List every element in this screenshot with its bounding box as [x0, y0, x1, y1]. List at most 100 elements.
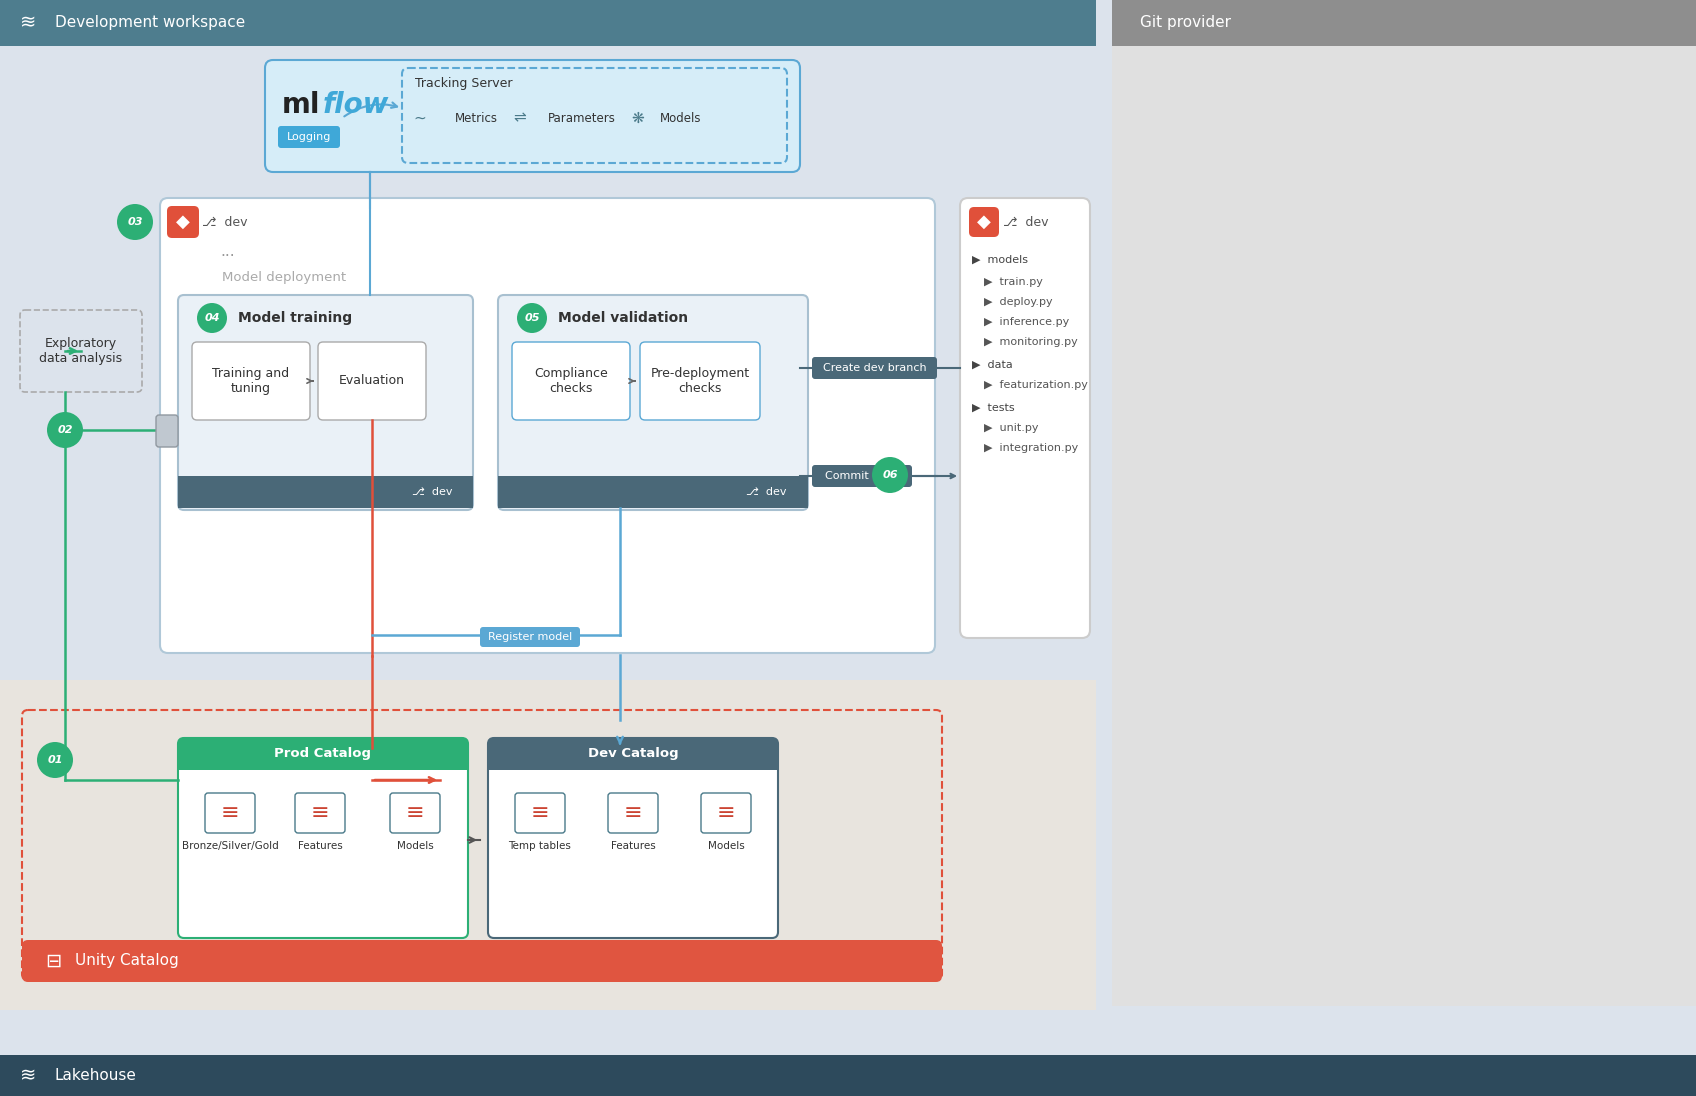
FancyBboxPatch shape: [488, 754, 778, 770]
Text: ▶  integration.py: ▶ integration.py: [984, 443, 1079, 453]
Text: Lakehouse: Lakehouse: [54, 1069, 137, 1084]
Text: Dev Catalog: Dev Catalog: [589, 747, 678, 761]
Text: Tracking Server: Tracking Server: [416, 77, 512, 90]
FancyBboxPatch shape: [180, 208, 924, 228]
Text: flow: flow: [322, 91, 390, 119]
Text: ▶  data: ▶ data: [972, 359, 1013, 370]
Text: Create dev branch: Create dev branch: [823, 363, 926, 373]
Circle shape: [197, 302, 227, 333]
Text: Features: Features: [611, 841, 655, 850]
FancyBboxPatch shape: [178, 738, 468, 770]
FancyBboxPatch shape: [812, 357, 936, 379]
FancyBboxPatch shape: [0, 1055, 1696, 1096]
Text: 05: 05: [524, 313, 539, 323]
Text: Temp tables: Temp tables: [509, 841, 572, 850]
Text: Git provider: Git provider: [1140, 15, 1231, 31]
FancyBboxPatch shape: [499, 295, 807, 510]
FancyBboxPatch shape: [178, 738, 468, 938]
Text: ⎇  dev: ⎇ dev: [202, 216, 248, 228]
Text: ≡: ≡: [405, 803, 424, 823]
Text: Exploratory
data analysis: Exploratory data analysis: [39, 336, 122, 365]
Text: Model validation: Model validation: [558, 311, 689, 326]
FancyBboxPatch shape: [156, 415, 178, 447]
FancyBboxPatch shape: [960, 198, 1091, 638]
Text: ...: ...: [220, 244, 234, 260]
Text: ≋: ≋: [20, 13, 36, 33]
Text: Development workspace: Development workspace: [54, 15, 246, 31]
Text: ≡: ≡: [220, 803, 239, 823]
Text: ◆: ◆: [977, 213, 990, 231]
FancyBboxPatch shape: [178, 754, 468, 770]
Text: ≡: ≡: [624, 803, 643, 823]
Text: ❋: ❋: [631, 111, 644, 126]
FancyBboxPatch shape: [0, 0, 1096, 46]
Text: ▶  inference.py: ▶ inference.py: [984, 317, 1068, 327]
Text: 03: 03: [127, 217, 142, 227]
Text: Training and
tuning: Training and tuning: [212, 367, 290, 395]
Text: ~: ~: [414, 111, 426, 126]
Text: ml: ml: [282, 91, 321, 119]
Text: ⎇  dev: ⎇ dev: [746, 487, 785, 496]
FancyBboxPatch shape: [639, 342, 760, 420]
Text: ≡: ≡: [310, 803, 329, 823]
Text: ⎇  dev: ⎇ dev: [1002, 216, 1048, 228]
FancyBboxPatch shape: [1113, 0, 1696, 46]
FancyBboxPatch shape: [178, 295, 473, 510]
FancyBboxPatch shape: [480, 627, 580, 647]
Text: Models: Models: [397, 841, 434, 850]
Circle shape: [37, 742, 73, 778]
Text: 06: 06: [882, 470, 897, 480]
Text: ⇌: ⇌: [514, 111, 526, 126]
Text: ⊟: ⊟: [46, 951, 61, 970]
Text: Evaluation: Evaluation: [339, 375, 405, 388]
Text: Metrics: Metrics: [455, 112, 499, 125]
FancyBboxPatch shape: [488, 738, 778, 770]
Text: 02: 02: [58, 425, 73, 435]
Text: ≡: ≡: [717, 803, 736, 823]
FancyBboxPatch shape: [170, 203, 924, 218]
Text: ▶  monitoring.py: ▶ monitoring.py: [984, 336, 1077, 347]
FancyBboxPatch shape: [22, 940, 941, 982]
Text: ◆: ◆: [176, 213, 190, 231]
FancyBboxPatch shape: [159, 198, 934, 653]
Text: ▶  models: ▶ models: [972, 255, 1028, 265]
FancyBboxPatch shape: [512, 342, 629, 420]
Circle shape: [47, 412, 83, 448]
FancyBboxPatch shape: [319, 342, 426, 420]
FancyBboxPatch shape: [278, 126, 339, 148]
FancyBboxPatch shape: [166, 206, 198, 238]
Text: ▶  train.py: ▶ train.py: [984, 277, 1043, 287]
FancyBboxPatch shape: [0, 680, 1096, 1011]
Circle shape: [517, 302, 548, 333]
Text: ▶  featurization.py: ▶ featurization.py: [984, 380, 1087, 390]
Text: Pre-deployment
checks: Pre-deployment checks: [651, 367, 750, 395]
Text: Features: Features: [297, 841, 343, 850]
Text: ⎇  dev: ⎇ dev: [412, 487, 453, 496]
Text: Register model: Register model: [488, 632, 572, 642]
Text: Models: Models: [660, 112, 702, 125]
Text: Logging: Logging: [287, 132, 331, 142]
Text: Commit code: Commit code: [824, 471, 899, 481]
Circle shape: [117, 204, 153, 240]
Text: Parameters: Parameters: [548, 112, 616, 125]
FancyBboxPatch shape: [0, 46, 1096, 1006]
Circle shape: [872, 457, 907, 493]
Text: Prod Catalog: Prod Catalog: [275, 747, 371, 761]
Text: Compliance
checks: Compliance checks: [534, 367, 607, 395]
FancyBboxPatch shape: [812, 465, 912, 487]
Text: ▶  deploy.py: ▶ deploy.py: [984, 297, 1053, 307]
Text: 04: 04: [204, 313, 220, 323]
Text: 01: 01: [47, 755, 63, 765]
Text: Model training: Model training: [237, 311, 353, 326]
Text: ≡: ≡: [531, 803, 550, 823]
Text: Unity Catalog: Unity Catalog: [75, 954, 178, 969]
FancyBboxPatch shape: [968, 207, 999, 237]
Text: Model deployment: Model deployment: [222, 272, 346, 285]
FancyBboxPatch shape: [488, 738, 778, 938]
Text: Models: Models: [707, 841, 745, 850]
FancyBboxPatch shape: [499, 476, 807, 509]
FancyBboxPatch shape: [265, 60, 801, 172]
Text: ▶  unit.py: ▶ unit.py: [984, 423, 1038, 433]
Text: Bronze/Silver/Gold: Bronze/Silver/Gold: [181, 841, 278, 850]
FancyBboxPatch shape: [192, 342, 310, 420]
